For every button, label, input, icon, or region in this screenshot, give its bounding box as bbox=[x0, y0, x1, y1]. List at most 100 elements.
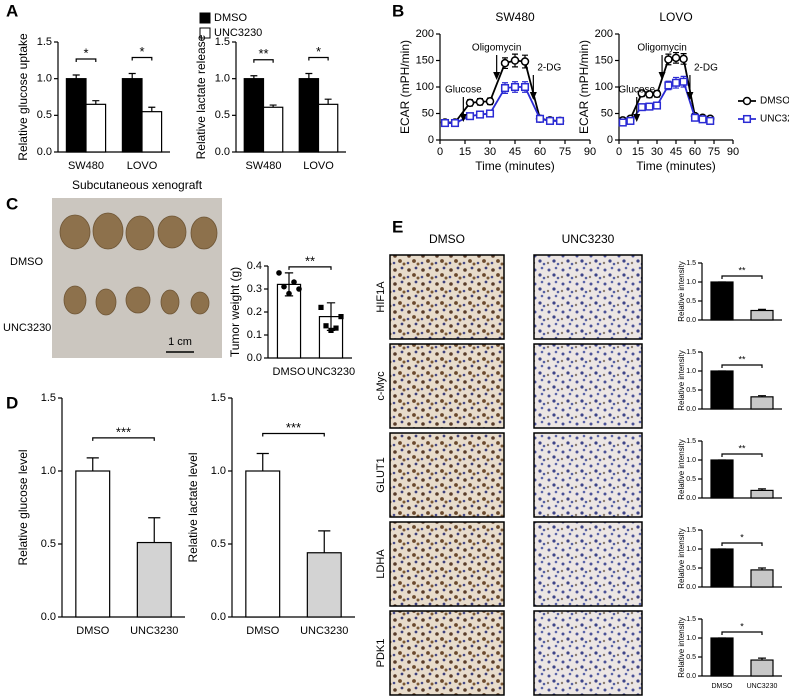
x-tick-label: UNC3230 bbox=[747, 683, 778, 690]
row-label: c-Myc bbox=[375, 371, 387, 401]
legend-label: UNC3230 bbox=[760, 114, 789, 125]
y-tick-label: 1.5 bbox=[211, 392, 226, 404]
y-tick-label: 50 bbox=[422, 107, 434, 119]
y-tick-label: 0.5 bbox=[211, 538, 226, 550]
y-tick-label: 0.2 bbox=[247, 306, 262, 318]
y-tick-label: 1.5 bbox=[686, 527, 696, 534]
ihc-image bbox=[533, 343, 643, 429]
photo-row-label: UNC3230 bbox=[3, 322, 51, 334]
significance-label: * bbox=[740, 532, 744, 542]
marker bbox=[652, 101, 662, 110]
x-tick-label: 0 bbox=[616, 146, 622, 158]
x-tick-label: 30 bbox=[484, 146, 496, 158]
y-tick-label: 1.0 bbox=[215, 73, 230, 85]
x-tick-label: 60 bbox=[689, 146, 701, 158]
y-tick-label: 0.0 bbox=[211, 611, 226, 623]
marker bbox=[698, 115, 707, 124]
data-point bbox=[318, 304, 324, 310]
x-tick-label: 45 bbox=[670, 146, 682, 158]
error-bar bbox=[758, 395, 766, 397]
x-tick-label: LOVO bbox=[127, 160, 158, 172]
y-tick-label: 0.0 bbox=[686, 406, 696, 413]
bar bbox=[710, 637, 734, 677]
marker bbox=[440, 118, 450, 128]
x-tick-label: 15 bbox=[632, 146, 644, 158]
row-label: HIF1A bbox=[375, 281, 387, 313]
error-bar bbox=[758, 488, 766, 491]
y-axis-label: Relative intensity bbox=[677, 617, 686, 677]
marker bbox=[637, 103, 646, 112]
bar bbox=[306, 552, 342, 618]
x-tick-label: UNC3230 bbox=[130, 625, 178, 637]
y-tick-label: 0 bbox=[607, 134, 613, 146]
x-tick-label: 75 bbox=[559, 146, 571, 158]
marker bbox=[450, 118, 460, 128]
error-bar bbox=[86, 457, 99, 471]
marker bbox=[485, 97, 495, 106]
y-tick-label: 1.0 bbox=[686, 546, 696, 553]
bar bbox=[141, 111, 163, 153]
x-tick-label: 45 bbox=[509, 146, 521, 158]
x-tick-label: DMSO bbox=[76, 625, 109, 637]
significance-bracket bbox=[721, 631, 763, 635]
y-tick-label: 0.5 bbox=[215, 109, 230, 121]
y-axis-label: Relative glucose uptake bbox=[16, 33, 30, 161]
y-tick-label: 0.5 bbox=[686, 565, 696, 572]
y-axis-label: Tumor weight (g) bbox=[228, 267, 242, 357]
bar bbox=[750, 489, 774, 499]
error-bar bbox=[758, 657, 766, 661]
error-bar bbox=[72, 74, 80, 79]
y-tick-label: 0.0 bbox=[686, 584, 696, 591]
tumors bbox=[59, 212, 218, 316]
significance-bracket bbox=[721, 542, 763, 546]
y-axis-label: Relative intensity bbox=[677, 439, 686, 499]
error-bar bbox=[148, 106, 156, 112]
data-point bbox=[323, 323, 329, 329]
scale-label: 1 cm bbox=[168, 336, 192, 348]
y-tick-label: 100 bbox=[416, 81, 434, 93]
significance-bracket bbox=[75, 58, 97, 62]
x-tick-label: UNC3230 bbox=[300, 625, 348, 637]
annotation: Oligomycin bbox=[472, 43, 521, 54]
legend-swatch bbox=[199, 27, 211, 39]
arrow-head bbox=[459, 114, 467, 122]
bar bbox=[750, 309, 774, 321]
marker bbox=[652, 89, 662, 99]
significance-bracket bbox=[288, 266, 332, 270]
row-label: GLUT1 bbox=[375, 457, 387, 492]
photo-row-label: DMSO bbox=[10, 256, 43, 268]
significance-bracket bbox=[721, 275, 763, 279]
marker bbox=[671, 78, 681, 87]
data-point bbox=[328, 327, 334, 333]
chart-title: SW480 bbox=[495, 10, 535, 24]
ihc-image bbox=[533, 254, 643, 340]
data-point bbox=[333, 325, 339, 331]
data-point bbox=[286, 290, 292, 297]
bar bbox=[710, 370, 734, 410]
panel-letter: B bbox=[392, 1, 404, 20]
annotation: Glucose bbox=[618, 85, 655, 96]
y-tick-label: 0.4 bbox=[247, 260, 262, 272]
ihc-image bbox=[389, 343, 505, 429]
y-tick-label: 1.5 bbox=[686, 438, 696, 445]
error-bar bbox=[758, 308, 766, 311]
significance-bracket bbox=[253, 59, 274, 63]
significance-bracket bbox=[721, 364, 763, 368]
significance-label: * bbox=[316, 44, 321, 59]
y-tick-label: 1.5 bbox=[686, 260, 696, 267]
bar bbox=[136, 541, 172, 618]
annotation: Oligomycin bbox=[637, 43, 686, 54]
marker bbox=[465, 112, 475, 121]
x-tick-label: 30 bbox=[651, 146, 663, 158]
y-axis-label: Relative glucose level bbox=[16, 449, 30, 565]
y-tick-label: 1.5 bbox=[215, 36, 230, 48]
significance-bracket bbox=[262, 432, 325, 437]
legend-label: DMSO bbox=[214, 12, 247, 24]
y-axis-label: Relative intensity bbox=[677, 528, 686, 588]
marker bbox=[679, 54, 688, 64]
significance-bracket bbox=[131, 56, 153, 61]
y-axis-label: Relative lactate level bbox=[186, 452, 200, 562]
significance-label: *** bbox=[116, 424, 131, 439]
marker bbox=[679, 77, 688, 86]
x-tick-label: 15 bbox=[459, 146, 471, 158]
